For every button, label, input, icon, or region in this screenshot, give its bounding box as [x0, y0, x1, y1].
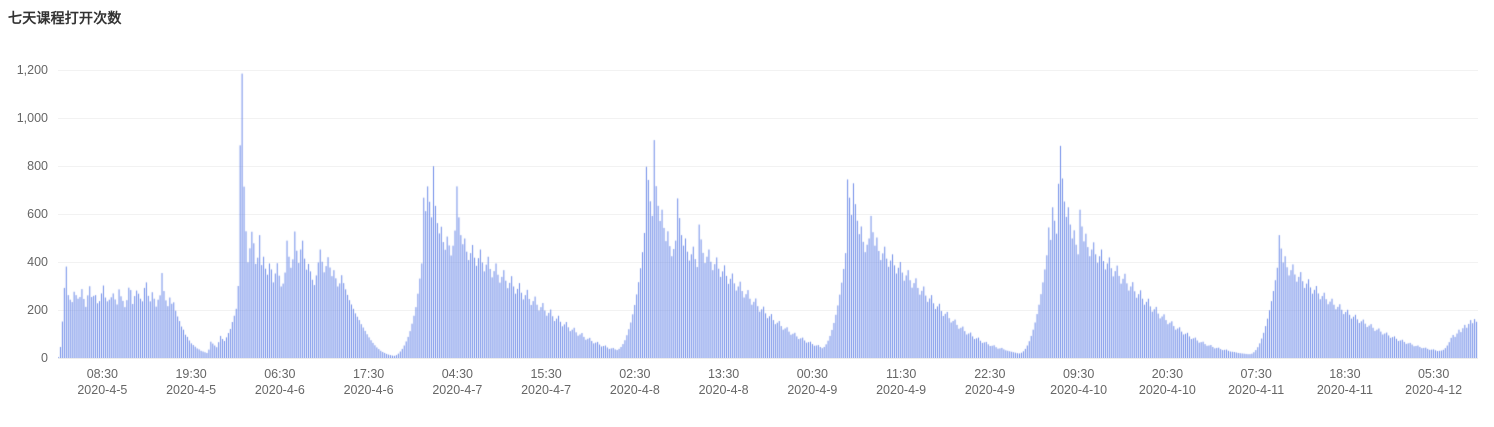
x-tick-time: 15:30: [530, 367, 562, 381]
bar-series[interactable]: [58, 70, 1478, 358]
x-tick-time: 06:30: [264, 367, 296, 381]
gridline-0: [58, 358, 1478, 359]
x-tick-time: 07:30: [1240, 367, 1272, 381]
x-tick-time: 08:30: [86, 367, 119, 381]
x-tick-date: 2020-4-12: [1405, 383, 1463, 397]
x-axis-tick-label: 17:30 2020-4-6: [344, 366, 394, 398]
y-axis: 0 200 400 600 800 1,000 1,200: [0, 0, 48, 427]
x-tick-time: 19:30: [175, 367, 207, 381]
x-tick-time: 18:30: [1329, 367, 1361, 381]
x-axis-tick-label: 22:30 2020-4-9: [965, 366, 1015, 398]
x-tick-time: 20:30: [1151, 367, 1184, 381]
x-axis-tick-label: 20:30 2020-4-10: [1139, 366, 1196, 398]
y-axis-tick-label: 400: [27, 255, 48, 269]
x-tick-date: 2020-4-8: [609, 383, 660, 397]
x-tick-date: 2020-4-7: [432, 383, 483, 397]
x-tick-time: 22:30: [974, 367, 1006, 381]
x-tick-time: 02:30: [619, 367, 651, 381]
y-axis-tick-label: 1,000: [16, 111, 48, 125]
x-axis-tick-label: 00:30 2020-4-9: [787, 366, 837, 398]
x-tick-date: 2020-4-7: [521, 383, 572, 397]
x-axis-tick-label: 05:30 2020-4-12: [1405, 366, 1462, 398]
x-tick-time: 04:30: [441, 367, 474, 381]
x-axis-tick-label: 19:30 2020-4-5: [166, 366, 216, 398]
x-tick-date: 2020-4-11: [1316, 383, 1373, 397]
y-axis-tick-label: 1,200: [16, 63, 48, 77]
chart-title: 七天课程打开次数: [8, 10, 122, 26]
x-tick-date: 2020-4-6: [343, 383, 394, 397]
x-axis-tick-label: 13:30 2020-4-8: [699, 366, 749, 398]
y-axis-tick-label: 0: [41, 351, 48, 365]
y-axis-tick-label: 200: [27, 303, 48, 317]
x-axis-tick-label: 06:30 2020-4-6: [255, 366, 305, 398]
x-tick-date: 2020-4-6: [254, 383, 305, 397]
plot-area: [58, 70, 1478, 359]
x-tick-time: 13:30: [707, 367, 740, 381]
x-axis-tick-label: 18:30 2020-4-11: [1317, 366, 1373, 398]
x-tick-date: 2020-4-10: [1050, 383, 1108, 397]
x-axis-tick-label: 15:30 2020-4-7: [521, 366, 571, 398]
x-tick-date: 2020-4-9: [964, 383, 1015, 397]
x-tick-time: 05:30: [1417, 367, 1450, 381]
x-tick-time: 00:30: [796, 367, 829, 381]
x-tick-date: 2020-4-5: [166, 383, 217, 397]
x-tick-date: 2020-4-10: [1138, 383, 1196, 397]
x-axis-tick-label: 09:30 2020-4-10: [1050, 366, 1107, 398]
x-axis-tick-label: 11:30 2020-4-9: [876, 366, 926, 398]
x-axis-tick-label: 08:30 2020-4-5: [77, 366, 127, 398]
x-tick-date: 2020-4-5: [77, 383, 128, 397]
x-axis-tick-label: 04:30 2020-4-7: [432, 366, 482, 398]
x-tick-time: 17:30: [352, 367, 385, 381]
x-tick-time: 11:30: [885, 367, 917, 381]
x-tick-date: 2020-4-11: [1228, 383, 1285, 397]
x-tick-date: 2020-4-8: [698, 383, 749, 397]
x-axis: 08:30 2020-4-5 19:30 2020-4-5 06:30 2020-4-6 1…: [0, 366, 1494, 416]
y-axis-tick-label: 600: [27, 207, 48, 221]
x-tick-time: 09:30: [1062, 367, 1095, 381]
x-axis-tick-label: 02:30 2020-4-8: [610, 366, 660, 398]
x-tick-date: 2020-4-9: [876, 383, 927, 397]
y-axis-tick-label: 800: [27, 159, 48, 173]
x-axis-tick-label: 07:30 2020-4-11: [1228, 366, 1284, 398]
x-tick-date: 2020-4-9: [787, 383, 838, 397]
